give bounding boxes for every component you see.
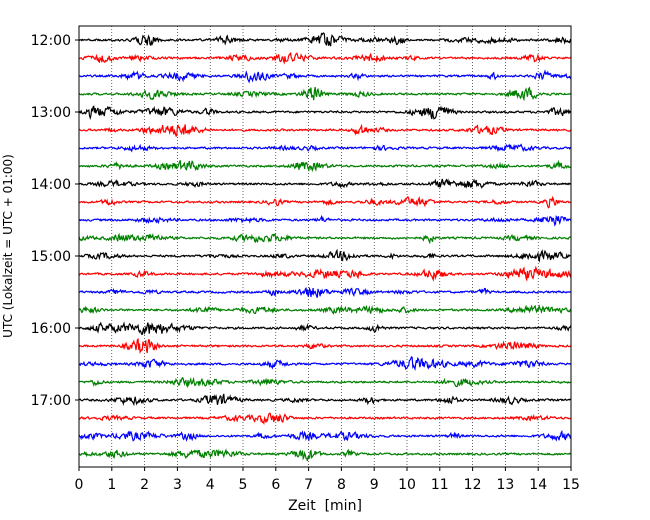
trace-row-18 [78, 356, 572, 371]
x-tick-label-2: 2 [140, 477, 149, 493]
x-tick-label-5: 5 [239, 477, 248, 493]
trace-row-4 [78, 105, 572, 121]
y-tick-label-5: 17:00 [31, 393, 71, 409]
y-tick-label-1: 13:00 [31, 105, 71, 121]
trace-row-3 [78, 86, 572, 102]
x-tick-label-6: 6 [271, 477, 280, 493]
trace-row-19 [78, 376, 572, 389]
x-tick-label-7: 7 [304, 477, 313, 493]
x-tick-label-8: 8 [337, 477, 346, 493]
trace-row-0 [78, 32, 572, 47]
trace-row-9 [79, 195, 572, 209]
x-tick-label-13: 13 [496, 477, 514, 493]
trace-row-15 [78, 304, 572, 315]
y-axis-label: UTC (Lokalzeit = UTC + 01:00) [1, 154, 15, 338]
trace-row-21 [78, 412, 572, 426]
x-axis-ticks: 0 1 2 3 4 5 6 7 8 9 10 11 12 13 14 15 [75, 467, 580, 493]
plot-frame [78, 25, 572, 468]
trace-row-23 [78, 448, 572, 462]
y-tick-label-0: 12:00 [31, 33, 71, 49]
trace-row-14 [78, 286, 572, 298]
trace-row-12 [78, 248, 572, 263]
trace-row-8 [78, 178, 572, 189]
y-tick-label-4: 16:00 [31, 321, 71, 337]
x-tick-label-4: 4 [206, 477, 215, 493]
y-tick-label-2: 14:00 [31, 177, 71, 193]
trace-row-7 [78, 159, 572, 173]
trace-row-6 [78, 143, 572, 153]
x-tick-label-1: 1 [107, 477, 116, 493]
x-tick-label-0: 0 [75, 477, 84, 493]
x-tick-label-12: 12 [464, 477, 482, 493]
y-axis-ticks: 12:00 13:00 14:00 15:00 16:00 17:00 [31, 33, 79, 409]
seismic-traces [78, 32, 572, 462]
trace-row-22 [78, 429, 572, 442]
x-tick-label-3: 3 [173, 477, 182, 493]
plot-area-background [79, 26, 571, 467]
x-tick-label-14: 14 [529, 477, 547, 493]
x-tick-label-15: 15 [562, 477, 580, 493]
y-tick-label-3: 15:00 [31, 249, 71, 265]
x-tick-label-9: 9 [370, 477, 379, 493]
x-tick-label-10: 10 [398, 477, 416, 493]
trace-row-11 [78, 232, 572, 245]
trace-row-1 [78, 52, 572, 65]
trace-row-2 [78, 69, 572, 84]
trace-row-10 [78, 214, 572, 227]
trace-row-16 [78, 321, 572, 336]
trace-row-17 [78, 337, 572, 355]
trace-row-20 [78, 393, 572, 407]
x-tick-label-11: 11 [431, 477, 449, 493]
trace-row-5 [78, 123, 572, 137]
x-axis-label: Zeit [min] [288, 498, 362, 514]
trace-row-13 [78, 265, 572, 282]
